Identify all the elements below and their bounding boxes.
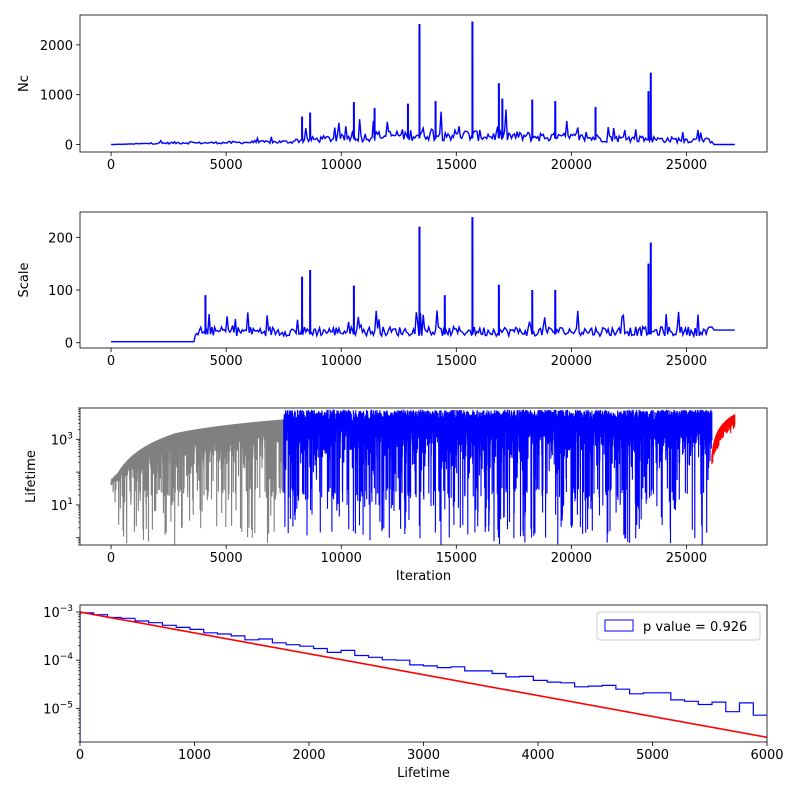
axes-frame bbox=[79, 14, 768, 153]
y-tick-label: 200 bbox=[48, 231, 73, 246]
y-tick-label: 1000 bbox=[40, 89, 73, 104]
fit-line bbox=[80, 611, 767, 739]
x-tick-label: 10000 bbox=[321, 158, 362, 173]
x-axis-label: Lifetime bbox=[397, 766, 450, 781]
x-tick-label: 0 bbox=[107, 354, 115, 369]
y-tick-label: 0 bbox=[65, 139, 73, 154]
x-tick-label: 1000 bbox=[178, 748, 211, 763]
x-tick-label: 15000 bbox=[436, 551, 477, 566]
y-tick-label: 2000 bbox=[40, 39, 73, 54]
x-tick-label: 0 bbox=[107, 551, 115, 566]
x-tick-label: 10000 bbox=[321, 354, 362, 369]
panel-lifetime-iteration: 0 5000 10000 15000 20000 25000 101 103 Lifetime I… bbox=[24, 407, 768, 584]
y-tick-label: 10−5 bbox=[43, 700, 73, 717]
legend-label: p value = 0.926 bbox=[643, 620, 747, 635]
panel-scale: 0 5000 10000 15000 20000 25000 0 100 200 Scale bbox=[17, 211, 768, 369]
y-tick-label: 10−4 bbox=[43, 652, 73, 669]
series-line-2 bbox=[711, 414, 736, 465]
x-tick-label: 15000 bbox=[436, 158, 477, 173]
x-tick-label: 5000 bbox=[636, 748, 669, 763]
axes-frame bbox=[79, 211, 768, 349]
x-tick-label: 0 bbox=[76, 748, 84, 763]
y-tick-label: 10−3 bbox=[43, 604, 73, 621]
y-tick-label: 0 bbox=[65, 337, 73, 352]
x-tick-label: 6000 bbox=[750, 748, 783, 763]
x-tick-label: 20000 bbox=[551, 551, 592, 566]
axes-frame bbox=[79, 407, 768, 546]
x-axis-label: Iteration bbox=[396, 569, 451, 584]
series-line-1 bbox=[283, 409, 713, 545]
x-tick-label: 20000 bbox=[551, 158, 592, 173]
y-tick-label: 101 bbox=[51, 497, 73, 514]
x-tick-label: 10000 bbox=[321, 551, 362, 566]
y-axis-label: Scale bbox=[17, 263, 32, 298]
y-axis-label: Lifetime bbox=[24, 450, 39, 503]
x-tick-label: 25000 bbox=[666, 354, 707, 369]
histogram-steps bbox=[80, 612, 767, 742]
x-tick-label: 5000 bbox=[210, 551, 243, 566]
y-tick-label: 100 bbox=[48, 284, 73, 299]
panel-lifetime-histogram: 0 1000 2000 3000 4000 5000 6000 10−5 10−4 10−3 Lif… bbox=[43, 604, 783, 781]
x-tick-label: 25000 bbox=[666, 158, 707, 173]
panel-nc: 0 5000 10000 15000 20000 25000 0 1000 2000 Nc bbox=[17, 14, 768, 173]
x-tick-label: 0 bbox=[107, 158, 115, 173]
y-axis-label: Nc bbox=[17, 75, 32, 92]
legend: p value = 0.926 bbox=[596, 611, 761, 641]
x-tick-label: 25000 bbox=[666, 551, 707, 566]
x-tick-label: 2000 bbox=[292, 748, 325, 763]
x-tick-label: 15000 bbox=[436, 354, 477, 369]
x-tick-label: 5000 bbox=[210, 354, 243, 369]
x-tick-label: 4000 bbox=[521, 748, 554, 763]
legend-box bbox=[596, 611, 761, 641]
x-tick-label: 5000 bbox=[210, 158, 243, 173]
series-line-0 bbox=[110, 419, 285, 545]
x-tick-label: 3000 bbox=[407, 748, 440, 763]
y-tick-label: 103 bbox=[51, 431, 73, 448]
x-tick-label: 20000 bbox=[551, 354, 592, 369]
legend-swatch bbox=[604, 619, 634, 632]
